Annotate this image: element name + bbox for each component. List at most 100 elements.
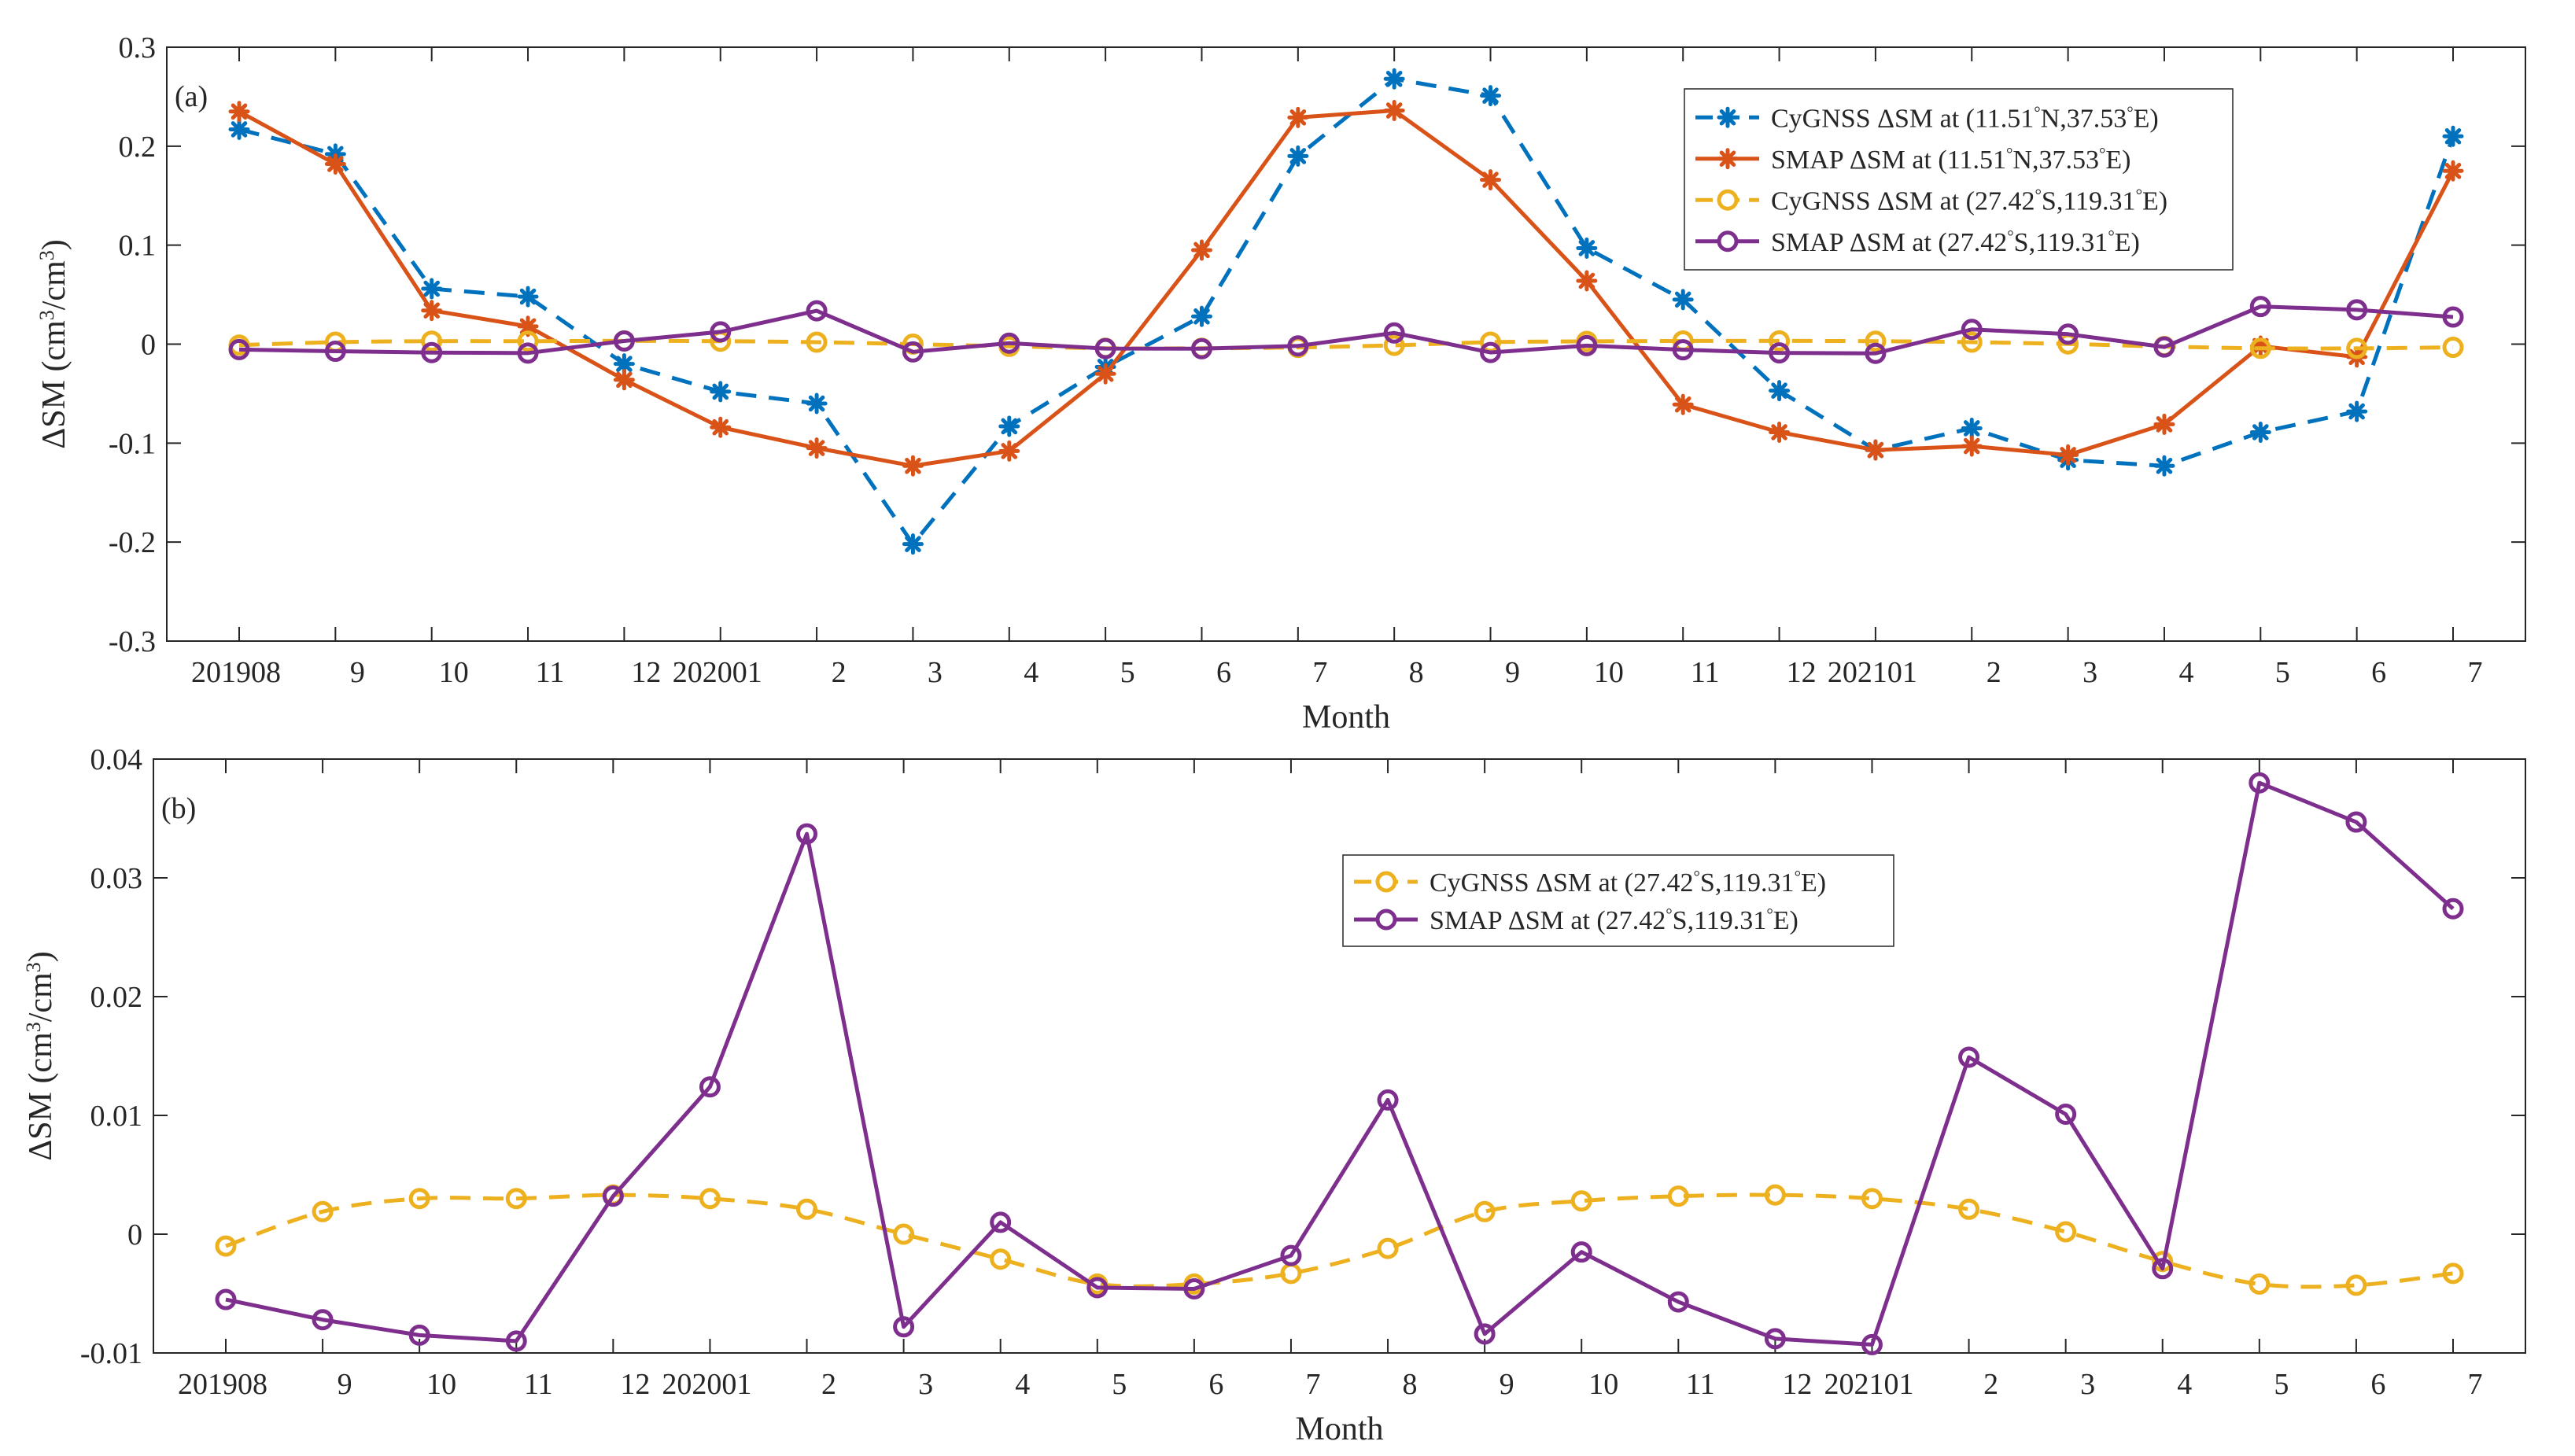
x-tick-label: 9 — [1505, 656, 1520, 689]
data-point-stroke — [1963, 420, 1980, 437]
data-point-stroke — [2444, 163, 2462, 179]
data-point — [324, 341, 346, 363]
axes-box — [153, 758, 2526, 1354]
data-point — [2249, 772, 2271, 794]
data-point-stroke — [2156, 416, 2173, 433]
y-tick-label: 0.1 — [119, 230, 157, 263]
data-point — [1480, 85, 1502, 107]
data-point-stroke — [327, 156, 344, 172]
data-point — [796, 1198, 818, 1220]
x-tick-label: 6 — [1216, 656, 1231, 689]
legend-marker — [1717, 230, 1739, 252]
x-tick-label: 2 — [1987, 656, 2001, 689]
data-point-stroke — [1482, 87, 1499, 104]
data-point — [1576, 334, 1598, 356]
x-axis-label: Month — [1302, 699, 1390, 735]
legend-box — [1684, 88, 2234, 271]
data-point — [2249, 337, 2271, 359]
x-tick-label: 2 — [821, 1368, 836, 1401]
data-point-stroke — [423, 302, 440, 319]
data-point — [1474, 1323, 1496, 1345]
data-point — [893, 1223, 915, 1245]
data-point — [990, 1211, 1012, 1233]
data-point — [228, 118, 250, 140]
data-point-stroke — [2060, 447, 2076, 463]
data-point — [2346, 400, 2368, 422]
data-point — [2345, 1274, 2367, 1296]
data-point — [1865, 342, 1887, 364]
data-point — [2057, 323, 2079, 345]
data-point — [517, 286, 539, 308]
legend-marker — [1717, 148, 1739, 170]
data-point — [710, 381, 732, 403]
data-point — [2249, 1273, 2271, 1295]
legend-entry-1-part-4: E) — [2105, 146, 2130, 175]
legend-entry-1-part-4: E) — [1773, 906, 1798, 935]
x-tick-label: 6 — [2371, 656, 2386, 689]
legend-entry-0-part-1: ° — [2034, 102, 2040, 121]
x-tick-label: 12 — [620, 1368, 650, 1401]
data-point-stroke — [1385, 70, 1403, 87]
panel-label: (a) — [175, 80, 208, 113]
data-point — [1474, 1200, 1496, 1222]
data-point — [2249, 296, 2271, 318]
data-point — [1672, 393, 1694, 415]
data-point — [699, 1076, 721, 1098]
legend-entry-0-part-2: S,119.31 — [1700, 868, 1795, 898]
data-point — [1865, 439, 1887, 461]
data-point — [2442, 898, 2464, 920]
data-point — [613, 369, 635, 391]
x-tick-label: 7 — [2468, 656, 2483, 689]
x-tick-label: 10 — [426, 1368, 456, 1401]
data-point-stroke — [616, 356, 633, 372]
y-axis-label-part-1: 3 — [35, 310, 58, 320]
legend-entry-2: CyGNSS ΔSM at (27.42°S,119.31°E) — [1771, 185, 2167, 216]
data-point-stroke — [905, 536, 921, 552]
data-point — [1764, 1184, 1786, 1206]
data-point-stroke — [712, 383, 729, 400]
x-tick-label: 5 — [2274, 1368, 2289, 1401]
data-point-stroke — [1867, 441, 1884, 459]
data-point-stroke — [1097, 365, 1114, 382]
data-point — [1961, 331, 1983, 353]
data-point — [215, 1235, 237, 1257]
data-point-stroke — [519, 318, 537, 335]
data-point-stroke — [1385, 102, 1403, 119]
legend-entry-0-part-1: ° — [1693, 867, 1699, 886]
data-point — [2345, 811, 2367, 833]
data-point — [998, 332, 1020, 354]
data-point — [998, 415, 1020, 437]
data-point-stroke — [1001, 443, 1018, 459]
x-tick-label: 12 — [631, 656, 661, 689]
legend-entry-1-part-3: ° — [1766, 905, 1773, 923]
legend-entry-1: SMAP ΔSM at (27.42°S,119.31°E) — [1430, 905, 1798, 935]
data-point — [990, 1248, 1012, 1270]
data-point — [1961, 417, 1983, 439]
data-point — [228, 338, 250, 360]
legend-marker-stroke — [1719, 109, 1736, 126]
data-point — [2057, 444, 2079, 466]
data-point — [505, 1330, 527, 1352]
legend-entry-2-part-4: E) — [2142, 186, 2167, 216]
data-point — [421, 300, 443, 322]
data-point-stroke — [616, 371, 633, 389]
data-point — [602, 1185, 624, 1207]
data-point — [1570, 1190, 1592, 1212]
x-tick-label: 4 — [2177, 1368, 2192, 1401]
x-tick-label: 202001 — [673, 656, 762, 689]
data-point — [2249, 421, 2271, 443]
data-point — [1769, 342, 1791, 364]
legend-entry-1-part-3: ° — [2099, 144, 2105, 163]
x-tick-label: 8 — [1403, 1368, 1418, 1401]
y-tick-label: 0 — [127, 1218, 142, 1251]
y-axis-label-part-4: ) — [36, 239, 72, 250]
x-tick-label: 5 — [2275, 656, 2290, 689]
data-point — [2346, 299, 2368, 321]
data-point — [796, 823, 818, 845]
x-axis-label: Month — [1295, 1411, 1383, 1447]
data-point — [1190, 305, 1212, 327]
y-tick-label: 0 — [141, 329, 156, 362]
data-point — [1086, 1277, 1109, 1299]
data-point — [2152, 1258, 2174, 1280]
data-point — [902, 455, 924, 477]
